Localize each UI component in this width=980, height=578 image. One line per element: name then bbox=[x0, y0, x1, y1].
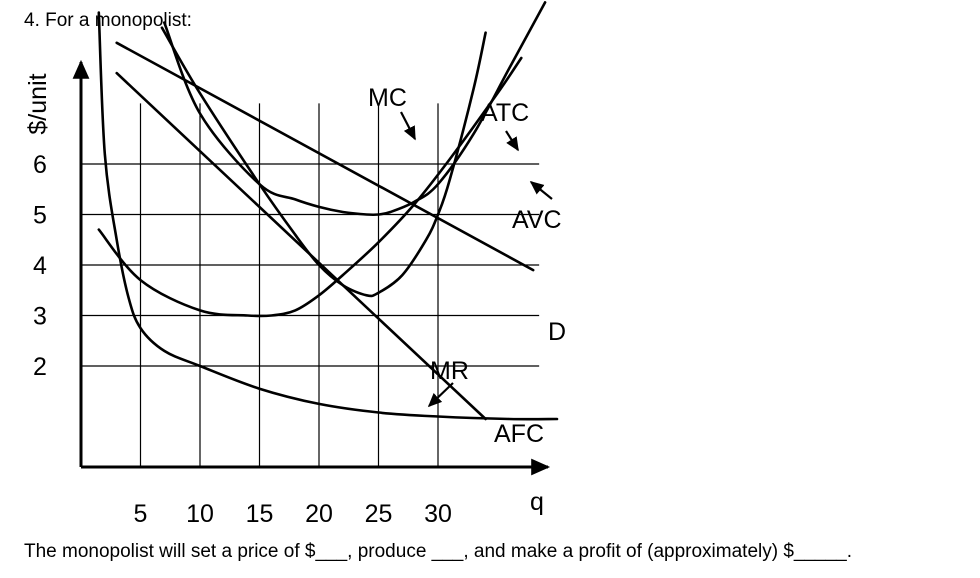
label-mr: MR bbox=[430, 357, 469, 385]
x-tick-label-5: 5 bbox=[134, 500, 148, 528]
x-tick-label-25: 25 bbox=[365, 500, 393, 528]
y-axis-label: $/unit bbox=[24, 73, 52, 134]
arrow-mc bbox=[400, 111, 416, 141]
question-text: The monopolist will set a price of $___,… bbox=[24, 541, 853, 562]
y-tick-label-6: 6 bbox=[33, 151, 47, 179]
question-title: 4. For a monopolist: bbox=[24, 10, 192, 31]
arrow-mr bbox=[427, 382, 454, 408]
x-tick-label-10: 10 bbox=[186, 500, 214, 528]
grid-lines bbox=[81, 103, 540, 467]
label-avc: AVC bbox=[512, 206, 562, 234]
axes bbox=[72, 59, 551, 476]
x-axis-label: q bbox=[530, 488, 544, 516]
y-tick-label-3: 3 bbox=[33, 303, 47, 331]
curve-avc bbox=[97, 56, 523, 318]
y-tick-label-4: 4 bbox=[33, 252, 47, 280]
x-tick-label-30: 30 bbox=[424, 500, 452, 528]
y-tick-label-2: 2 bbox=[33, 353, 47, 381]
curve-d bbox=[115, 41, 535, 272]
label-afc: AFC bbox=[494, 420, 544, 448]
curve-atc bbox=[163, 1, 547, 217]
labels: 5 10 15 20 25 30 2 3 4 5 6 $/unit q MC ATC AVC D MR AFC bbox=[24, 73, 566, 528]
curve-mr bbox=[115, 71, 487, 421]
curves bbox=[97, 1, 559, 421]
x-tick-label-20: 20 bbox=[305, 500, 333, 528]
x-tick-label-15: 15 bbox=[246, 500, 274, 528]
label-arrows bbox=[400, 111, 553, 408]
arrow-atc bbox=[505, 130, 519, 152]
curve-afc bbox=[97, 11, 559, 421]
label-d: D bbox=[548, 318, 566, 346]
label-atc: ATC bbox=[481, 99, 529, 127]
arrow-avc bbox=[529, 181, 553, 200]
y-tick-label-5: 5 bbox=[33, 202, 47, 230]
label-mc: MC bbox=[368, 84, 407, 112]
